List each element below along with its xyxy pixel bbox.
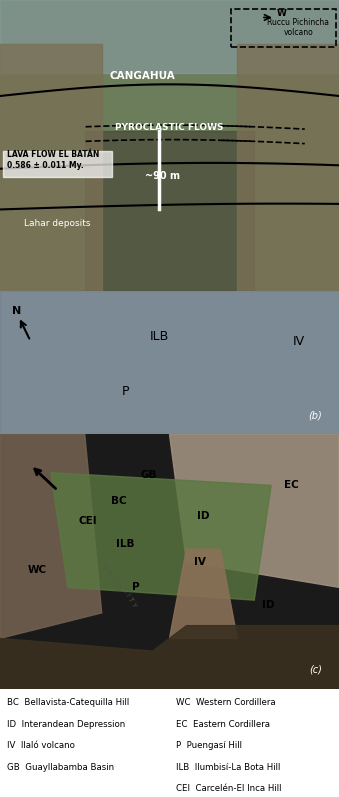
Text: P  Puengasí Hill: P Puengasí Hill <box>176 741 242 750</box>
Text: GB  Guayllabamba Basin: GB Guayllabamba Basin <box>7 763 114 771</box>
Text: WC  Western Cordillera: WC Western Cordillera <box>176 698 276 707</box>
Bar <box>85 131 254 291</box>
Text: GB: GB <box>141 470 157 480</box>
Polygon shape <box>0 626 339 689</box>
Text: W: W <box>276 9 286 18</box>
Text: ID: ID <box>262 600 274 611</box>
Bar <box>0 44 102 291</box>
Text: PYROCLASTIC FLOWS: PYROCLASTIC FLOWS <box>115 124 224 132</box>
Text: ~90 m: ~90 m <box>145 171 180 181</box>
Text: CEI  Carcelén-El Inca Hill: CEI Carcelén-El Inca Hill <box>176 784 282 793</box>
Text: Q U I T O: Q U I T O <box>101 562 122 592</box>
Text: CANGAHUA: CANGAHUA <box>109 71 175 80</box>
Text: Lahar deposits: Lahar deposits <box>24 219 91 229</box>
Text: EC: EC <box>284 481 299 490</box>
Text: ILB: ILB <box>150 330 169 344</box>
Polygon shape <box>51 473 271 600</box>
Text: EC  Eastern Cordillera: EC Eastern Cordillera <box>176 720 270 728</box>
Text: LAVA FLOW EL BATÁN
0.586 ± 0.011 My.: LAVA FLOW EL BATÁN 0.586 ± 0.011 My. <box>7 150 99 170</box>
Bar <box>237 44 339 291</box>
Text: C I T Y: C I T Y <box>121 587 137 609</box>
Polygon shape <box>170 434 339 587</box>
Text: ILB: ILB <box>116 539 135 549</box>
Text: Ruccu Pichincha
volcano: Ruccu Pichincha volcano <box>267 18 329 37</box>
Text: IV: IV <box>292 335 304 347</box>
Polygon shape <box>0 434 102 638</box>
Text: N: N <box>12 306 22 316</box>
Text: (b): (b) <box>308 410 322 420</box>
Text: WC: WC <box>28 564 47 575</box>
Text: ID  Interandean Depression: ID Interandean Depression <box>7 720 125 728</box>
Text: ILB  Ilumbisí-La Bota Hill: ILB Ilumbisí-La Bota Hill <box>176 763 281 771</box>
Text: IV  Ilaló volcano: IV Ilaló volcano <box>7 741 75 750</box>
Text: (c): (c) <box>309 664 322 674</box>
Text: ID: ID <box>197 511 210 521</box>
Text: BC: BC <box>111 496 126 505</box>
Text: IV: IV <box>194 557 206 567</box>
Text: BC  Bellavista-Catequilla Hill: BC Bellavista-Catequilla Hill <box>7 698 129 707</box>
Polygon shape <box>170 549 237 638</box>
Bar <box>0 0 339 73</box>
Text: CEI: CEI <box>79 516 97 526</box>
Text: P: P <box>132 583 139 592</box>
Text: P: P <box>122 385 129 398</box>
Bar <box>3 151 112 178</box>
